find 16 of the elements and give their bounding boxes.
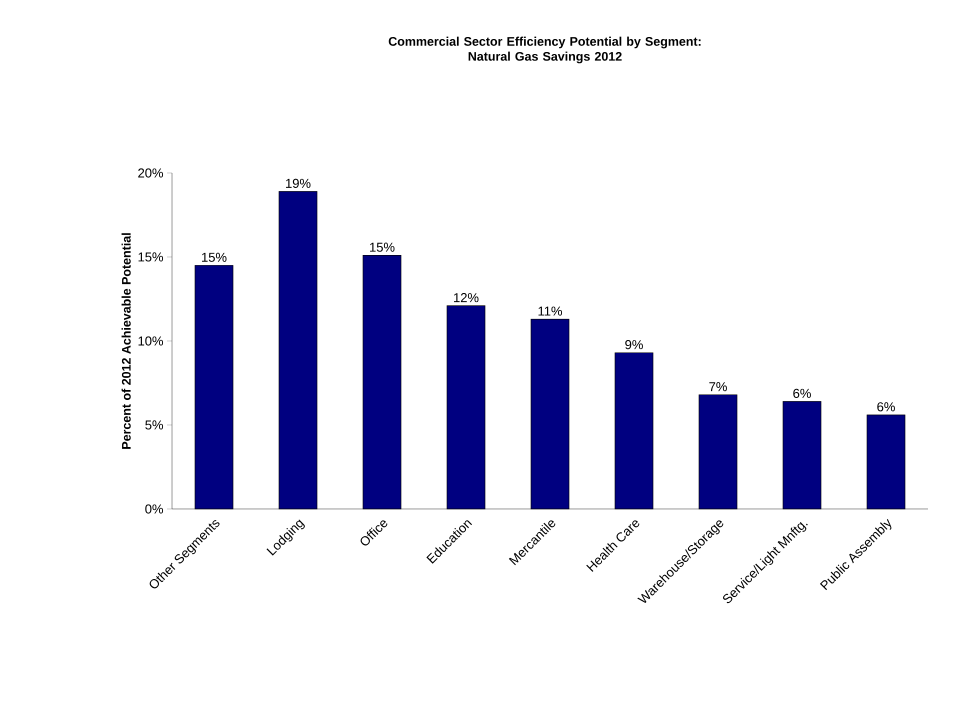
data-label: 15% [202,252,227,262]
chart-title: Commercial Sector Efficiency Potential by Segment: Natural Gas Savings 2012 [388,36,701,64]
data-label: 12% [454,293,479,302]
y-tick-label: 20% [138,168,164,178]
y-tick-label: 15% [138,252,164,262]
data-label: 6% [793,388,811,398]
y-tick-label: 5% [145,420,164,430]
data-label: 7% [709,382,727,392]
y-tick-label: 0% [145,504,164,514]
data-label: 6% [877,402,895,412]
data-label: 19% [286,178,311,188]
data-label: 11% [538,306,562,316]
y-axis-title: Percent of 2012 Achievable Potential [122,233,131,449]
y-tick-label: 10% [138,336,164,346]
data-label: 9% [625,340,643,350]
data-label: 15% [370,242,395,252]
